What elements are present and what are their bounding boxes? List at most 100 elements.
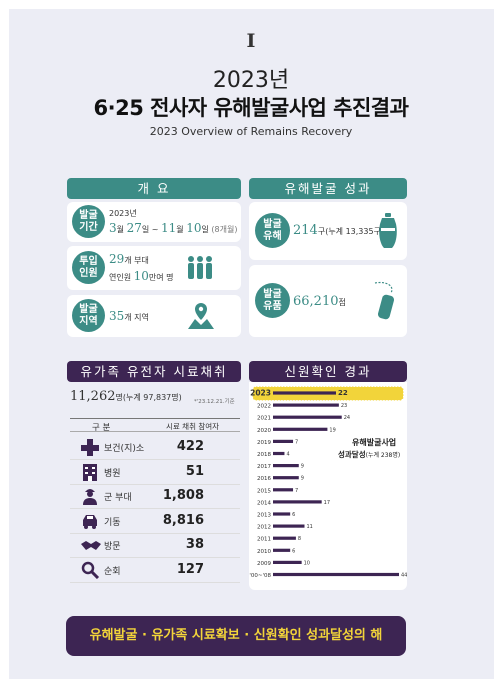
chart-bar [273, 536, 296, 540]
chart-value-label: 7 [295, 488, 298, 494]
chart-value-label: 19 [329, 427, 335, 433]
chart-value-label: 17 [324, 500, 330, 506]
chart-category-label: 2022 [257, 404, 271, 410]
chart-bar [273, 548, 291, 552]
chart-category-label: 2017 [257, 464, 271, 470]
dna-row-label: 보건(지)소 [104, 444, 145, 454]
chart-bar [273, 560, 302, 564]
chart-category-label: 2016 [257, 476, 271, 482]
chart-bar [273, 451, 285, 456]
chart-value-label: 10 [304, 560, 310, 566]
overview-heading: 개 요 [67, 178, 241, 199]
magnifier-icon [80, 561, 100, 579]
title-year: 2023년 [212, 68, 290, 93]
dna-row-value: 51 [185, 463, 204, 479]
soldier-icon [80, 487, 100, 505]
chart-value-label: 4 [286, 452, 289, 458]
chart-category-label: 2015 [257, 488, 271, 494]
chart-value-label: 9 [301, 464, 304, 470]
handshake-icon [80, 536, 101, 554]
chart-value-label: 7 [295, 439, 298, 445]
chart-annotation-result: 성과달성(누계 238명) [338, 450, 401, 459]
chart-bar [273, 572, 399, 577]
dna-col-category: 구 분 [92, 423, 111, 433]
chart-value-label: 6 [292, 548, 295, 554]
chart-bar [273, 512, 291, 516]
period-range: 3월 27일 ~ 11월 10일 (8개월) [109, 221, 238, 235]
remains-label: 발굴 유해 [255, 213, 290, 248]
chart-category-label: 2020 [257, 428, 271, 434]
area-card: 발굴 지역 35개 지역 [67, 295, 241, 337]
chart-category-label: 2009 [257, 561, 271, 567]
people-group-icon [188, 256, 212, 279]
identification-bar-chart: 2023 22 2022 23 2021 24 2020 19 2019 7 2018 4 2017 9 2… [249, 386, 407, 579]
remains-card: 발굴 유해 214구(누계 13,335구) [249, 202, 407, 260]
personnel-units: 29개 부대 [109, 252, 149, 266]
chart-value-label: 9 [301, 476, 304, 482]
page-title: 6·25 전사자 유해발굴사업 추진결과 [93, 96, 409, 120]
chart-value-label: 11 [307, 524, 313, 530]
personnel-label: 투입 인원 [72, 251, 105, 284]
chart-category-label: 2018 [257, 452, 271, 458]
chart-value-label: 6 [292, 512, 295, 518]
period-label: 발굴 기간 [72, 205, 105, 238]
dna-row-value: 127 [176, 561, 204, 577]
hospital-building-icon [80, 463, 100, 481]
chart-bar [273, 476, 299, 480]
dna-row-label: 순회 [104, 566, 121, 577]
chart-bar [273, 488, 294, 492]
dna-table-row: 병원 51 [70, 459, 240, 485]
section-roman-numeral: I [246, 30, 256, 52]
chart-category-label: 2012 [257, 525, 271, 531]
chart-category-label: '00~'08 [249, 573, 271, 579]
chart-bar [273, 500, 322, 504]
personnel-card: 투입 인원 29개 부대 연인원 10만여 명 [67, 246, 241, 290]
chart-bar [273, 403, 339, 407]
chart-value-label: 23 [341, 403, 347, 409]
dna-table-row: 보건(지)소 422 [70, 434, 240, 460]
urn-icon [379, 213, 397, 248]
chart-category-label: 2010 [257, 549, 271, 555]
chart-value-label: 22 [338, 389, 348, 397]
chart-category-label: 2013 [257, 513, 271, 519]
dna-table-row: 방문 38 [70, 532, 240, 558]
dna-row-label: 기동 [104, 517, 121, 528]
chart-category-label: 2019 [257, 440, 271, 446]
dna-row-label: 방문 [104, 542, 121, 552]
chart-category-label: 2023 [250, 389, 271, 398]
relics-value: 66,210점 [293, 294, 346, 309]
car-icon [80, 512, 100, 530]
dna-heading: 유가족 유전자 시료채취 [67, 361, 241, 382]
personnel-people: 연인원 10만여 명 [109, 269, 174, 283]
dna-row-value: 422 [176, 439, 204, 454]
area-count: 35개 지역 [109, 309, 149, 323]
results-heading: 유해발굴 성과 [249, 178, 407, 199]
chart-value-label: 44 [401, 573, 407, 579]
dna-row-label: 병원 [104, 468, 121, 479]
footer-banner: 유해발굴 · 유가족 시료확보 · 신원확인 성과달성의 해 [66, 616, 406, 656]
page-subtitle: 2023 Overview of Remains Recovery [149, 125, 353, 138]
dna-table-row: 순회 127 [70, 557, 240, 583]
cross-icon [80, 438, 100, 457]
chart-category-label: 2011 [257, 537, 271, 543]
dna-row-value: 8,816 [162, 512, 204, 528]
area-label: 발굴 지역 [72, 299, 105, 332]
chart-value-label: 24 [344, 415, 350, 421]
chart-bar [273, 524, 305, 528]
chart-bar [273, 391, 336, 395]
dna-row-value: 38 [185, 537, 204, 552]
dna-row-label: 군 부대 [104, 493, 132, 503]
relics-label: 발굴 유품 [255, 283, 290, 318]
dna-col-participants: 시료 채취 참여자 [166, 422, 220, 431]
identification-heading: 신원확인 경과 [249, 361, 407, 382]
map-pin-icon [188, 303, 214, 329]
dna-asof: *'23.12.21.기준 [194, 399, 235, 405]
remains-value: 214구(누계 13,335구) [293, 223, 385, 238]
chart-bar [273, 464, 299, 468]
chart-category-label: 2014 [257, 500, 271, 506]
chart-category-label: 2021 [257, 416, 271, 422]
period-year: 2023년 [109, 209, 137, 218]
period-card: 발굴 기간 2023년 3월 27일 ~ 11월 10일 (8개월) [67, 202, 241, 242]
dna-table-row: 기동 8,816 [70, 508, 240, 534]
chart-value-label: 8 [298, 536, 301, 542]
